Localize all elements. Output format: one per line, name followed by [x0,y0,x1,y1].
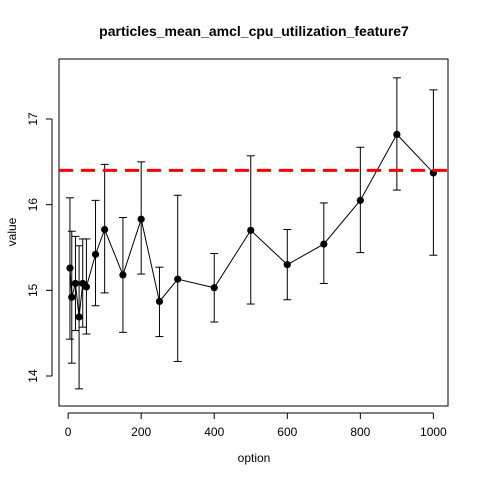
data-point [247,226,255,234]
x-axis-label: option [238,451,271,465]
data-point [137,215,145,223]
data-point [68,293,76,301]
data-point [82,283,90,291]
y-axis: 14 15 16 17 [26,112,53,383]
data-points [66,130,437,321]
series-line [69,133,434,317]
data-point [66,264,74,272]
data-point [119,271,127,279]
data-point [155,297,164,306]
y-tick-label: 15 [26,283,40,297]
x-tick-label: 400 [204,425,224,439]
x-tick-label: 0 [65,425,72,439]
data-point [393,130,401,138]
y-tick-label: 17 [26,112,40,126]
y-axis-label: value [5,217,19,246]
data-point [75,313,83,321]
x-tick-label: 1000 [420,425,447,439]
data-point [71,279,80,288]
x-axis: 0 200 400 600 800 1000 [65,412,447,439]
y-tick-label: 16 [26,198,40,212]
series-polyline [69,133,434,317]
data-point [174,275,182,283]
data-point [320,240,328,248]
x-tick-label: 200 [131,425,151,439]
chart-title: particles_mean_amcl_cpu_utilization_feat… [99,23,409,39]
data-point [210,284,218,292]
y-tick-label: 14 [26,369,40,383]
data-point [283,261,291,269]
x-tick-label: 800 [350,425,370,439]
plot-frame [58,58,449,407]
data-point [101,225,109,234]
x-tick-label: 600 [277,425,297,439]
data-point [356,196,364,204]
data-point [91,250,100,258]
